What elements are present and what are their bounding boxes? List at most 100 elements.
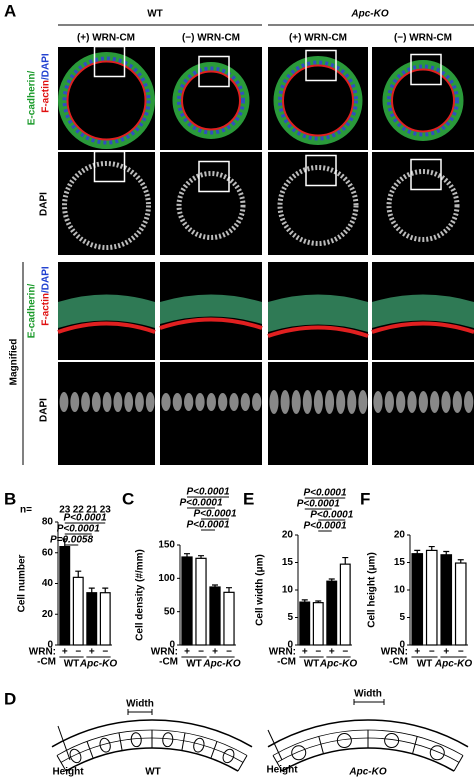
y-axis-label: Cell width (μm) (255, 554, 266, 626)
error-bar (301, 599, 308, 603)
row-label: DAPI (39, 398, 50, 422)
row-label: Magnified (9, 339, 20, 386)
p-value: P<0.0001 (297, 499, 341, 510)
error-bar (414, 549, 421, 554)
roi-box (410, 53, 442, 86)
bar (59, 545, 71, 646)
nucleus (441, 391, 451, 413)
x-tick-label: + (443, 647, 449, 658)
p-value: P<0.0001 (179, 498, 223, 509)
nucleus (229, 393, 239, 411)
x-tick-label: + (302, 647, 308, 658)
bar (72, 576, 84, 646)
y-tick-label: 0 (399, 640, 405, 651)
n-value: 21 (86, 505, 98, 516)
micrographs (57, 45, 474, 465)
cell-wall (181, 732, 186, 751)
error-bar (315, 600, 322, 603)
y-tick-label: 5 (287, 612, 293, 623)
epithelium (62, 56, 151, 145)
tissue-edge (51, 719, 253, 748)
error-bar (457, 559, 464, 564)
axis-caption: -CM (159, 657, 178, 668)
y-tick-label: 80 (42, 517, 54, 528)
error-bar (184, 553, 190, 557)
row-label: E-cadherin/ (27, 71, 38, 126)
actin (66, 60, 147, 141)
nucleus (418, 391, 428, 413)
nucleus (396, 391, 406, 413)
panel-letter: C (122, 489, 134, 508)
nucleus (252, 393, 262, 411)
p-value: P<0.0001 (57, 524, 101, 535)
panel-letter: B (4, 489, 16, 508)
nuclei (277, 165, 359, 246)
bar (99, 592, 111, 646)
y-tick-label: 20 (282, 530, 294, 541)
axis-caption: WRN: (151, 647, 178, 658)
y-tick-label: 0 (287, 640, 293, 651)
diagram-label: WT (145, 767, 161, 778)
nucleus (373, 391, 383, 413)
p-value: P=0.0058 (50, 535, 94, 546)
y-tick-label: 15 (394, 557, 406, 568)
error-bar (88, 587, 95, 593)
condition-label: (+) WRN-CM (77, 33, 135, 44)
group-label: WT (147, 9, 163, 20)
x-tick-label: − (315, 647, 321, 658)
row-label: F-actin (41, 293, 52, 326)
y-axis-label: Cell height (μm) (367, 552, 378, 628)
x-tick-label: − (342, 647, 348, 658)
n-value: 23 (59, 505, 71, 516)
nucleus (347, 390, 357, 414)
cell-wall (272, 755, 283, 772)
nucleus (70, 392, 80, 412)
y-tick-label: 150 (158, 540, 175, 551)
x-tick-label: + (329, 647, 335, 658)
y-axis-label: Cell number (17, 555, 28, 613)
roi-box (198, 160, 230, 193)
height-arrow (267, 729, 283, 761)
condition-label: (−) WRN-CM (394, 33, 452, 44)
roi-box (93, 45, 126, 78)
nucleus (81, 392, 90, 412)
nucleus (145, 392, 155, 412)
bar (86, 592, 98, 646)
epithelium (58, 52, 155, 149)
bar (454, 562, 467, 646)
width-arrow (127, 709, 153, 715)
width-arrow (353, 699, 385, 705)
row-label: E-cadherin/ (27, 284, 38, 339)
nucleus (407, 391, 417, 413)
group-label: Apc-KO (79, 659, 117, 670)
group-label: Apc-KO (202, 659, 240, 670)
epithelium (387, 64, 459, 137)
cell-wall (118, 732, 123, 751)
y-tick-label: 0 (47, 640, 53, 651)
nuclei (386, 169, 460, 242)
diagram-label: Width (354, 689, 382, 700)
nucleus (172, 393, 182, 411)
group-label: WT (417, 659, 433, 670)
row-label: /DAPI (41, 266, 52, 293)
actin (267, 325, 369, 338)
tissue-edge (281, 747, 455, 772)
roi-box (93, 150, 126, 183)
n-label: n= (20, 505, 32, 516)
bar (299, 601, 311, 646)
micrograph (268, 152, 368, 255)
epithelium (278, 60, 358, 141)
epithelium (177, 66, 245, 135)
error-bar (75, 570, 82, 578)
y-tick-label: 5 (399, 612, 405, 623)
row-label: F-actin (41, 80, 52, 113)
panel-letter: E (243, 489, 254, 508)
x-tick-label: + (89, 647, 95, 658)
tissue-edge (272, 729, 464, 756)
nucleus (269, 390, 279, 414)
diagram (51, 699, 469, 772)
nucleus (135, 392, 144, 412)
error-bar (428, 545, 435, 551)
x-tick-label: + (212, 647, 218, 658)
